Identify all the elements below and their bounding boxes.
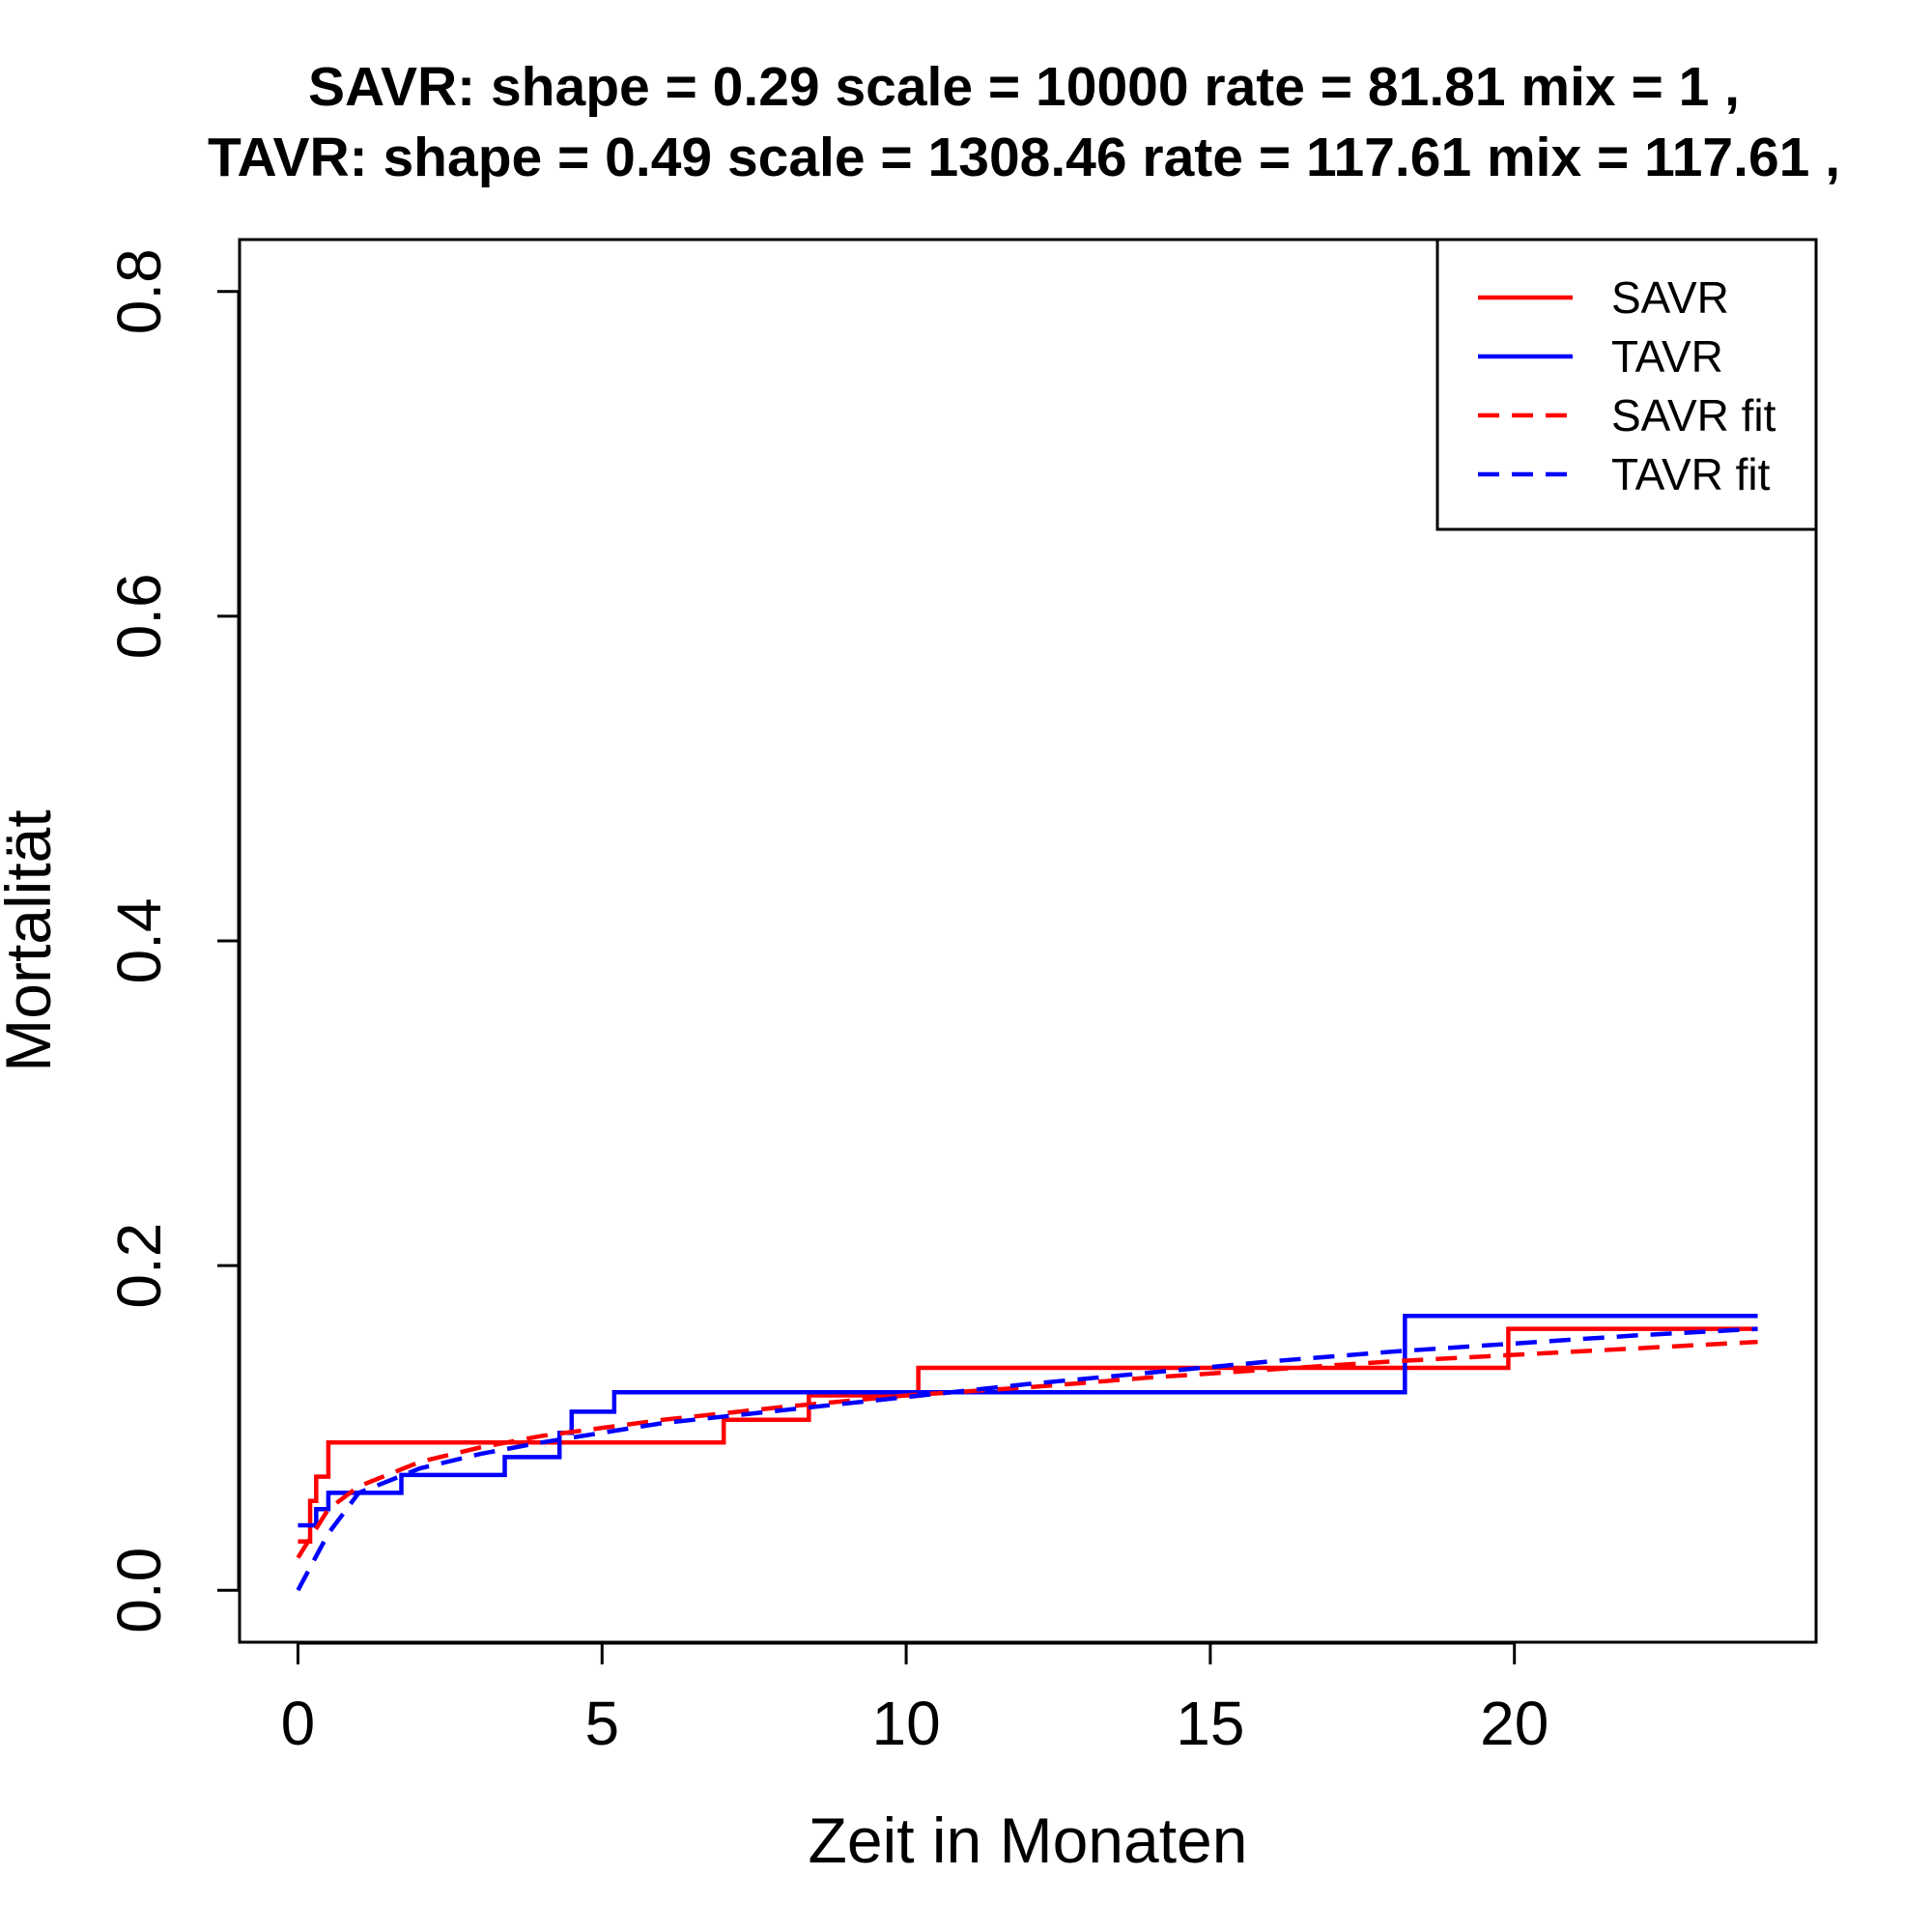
chart-title-line-1: SAVR: shape = 0.29 scale = 10000 rate = …	[308, 56, 1740, 118]
y-axis-label: Mortalität	[0, 810, 64, 1071]
x-axis: 0 5 10 15 20	[281, 1641, 1548, 1758]
x-axis-label: Zeit in Monaten	[809, 1804, 1248, 1876]
y-tick-label: 0.0	[104, 1548, 174, 1634]
series-line-savr-fit	[296, 1339, 1758, 1559]
chart-title-line-2: TAVR: shape = 0.49 scale = 1308.46 rate …	[208, 127, 1840, 188]
y-tick-label: 0.4	[104, 898, 174, 984]
legend-label: TAVR fit	[1611, 449, 1771, 499]
legend-box	[1435, 238, 1818, 531]
x-tick-label: 5	[584, 1689, 619, 1758]
legend-label: TAVR	[1611, 331, 1723, 382]
x-tick-label: 15	[1176, 1689, 1244, 1758]
legend: SAVR TAVR SAVR fit TAVR fit	[1435, 238, 1818, 531]
x-tick-label: 20	[1480, 1689, 1548, 1758]
x-tick-label: 0	[281, 1689, 316, 1758]
y-tick-label: 0.2	[104, 1223, 174, 1309]
y-axis: 0.0 0.2 0.4 0.6 0.8	[104, 248, 241, 1634]
series-line-tavr-fit	[296, 1326, 1758, 1592]
x-tick-label: 10	[871, 1689, 940, 1758]
y-tick-label: 0.8	[104, 248, 174, 334]
y-tick-label: 0.6	[104, 573, 174, 659]
legend-label: SAVR	[1611, 272, 1729, 323]
plot-area	[296, 1313, 1758, 1592]
legend-label: SAVR fit	[1611, 390, 1776, 440]
series-line-tavr	[298, 1313, 1758, 1528]
